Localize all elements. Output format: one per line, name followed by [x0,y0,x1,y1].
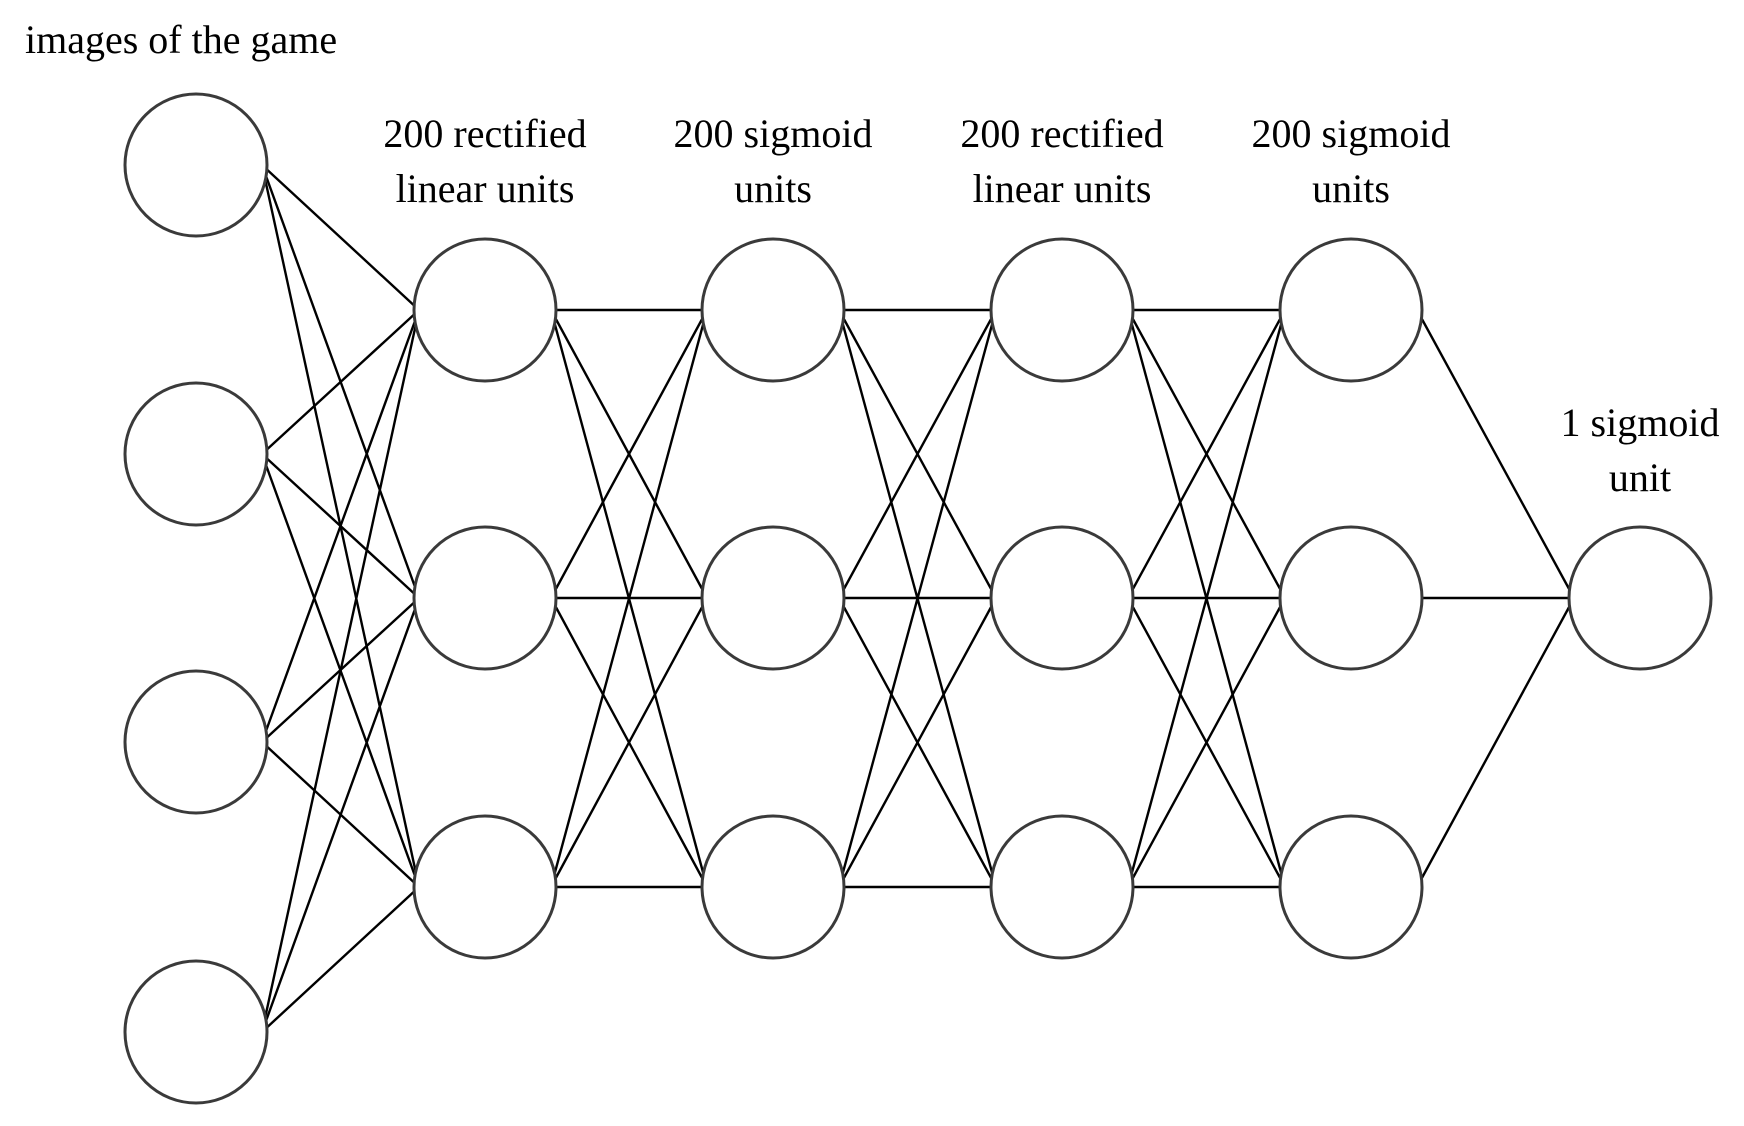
connection-hidden4-0-output-0 [1415,309,1576,599]
neuron-input-1 [123,381,269,527]
neuron-output-0 [1567,525,1713,671]
neuron-hidden3-2 [989,814,1135,960]
connection-hidden3-2-hidden4-0 [1126,309,1287,888]
connection-hidden1-2-hidden2-1 [549,597,709,888]
diagram-title: images of the game [25,17,337,62]
neuron-hidden4-1 [1278,525,1424,671]
layer-labels: images of the game 200 rectified linear u… [25,17,1719,500]
connection-input-3-hidden1-0 [260,309,421,1033]
connection-hidden1-2-hidden2-0 [549,309,709,888]
connection-hidden4-2-output-0 [1415,597,1576,888]
neuron-input-3 [123,959,269,1105]
connection-hidden2-1-hidden3-0 [837,309,998,599]
connection-hidden3-1-hidden4-0 [1126,309,1287,599]
layer-label-hidden3-line-1: 200 rectified [960,111,1163,156]
neuron-hidden4-2 [1278,814,1424,960]
neuron-hidden4-0 [1278,237,1424,383]
neuron-hidden3-1 [989,525,1135,671]
layer-label-output-line-1: 1 sigmoid [1561,400,1720,445]
neurons [123,92,1713,1105]
neuron-input-2 [123,669,269,815]
layer-label-hidden2-line-2: units [734,166,812,211]
layer-label-hidden4-line-2: units [1312,166,1390,211]
connection-hidden2-2-hidden3-1 [837,597,998,888]
layer-label-hidden1-line-1: 200 rectified [383,111,586,156]
neuron-input-0 [123,92,269,238]
connection-hidden1-1-hidden2-0 [549,309,709,599]
connection-hidden2-2-hidden3-0 [837,309,998,888]
connection-input-3-hidden1-1 [260,597,421,1033]
connection-input-0-hidden1-0 [261,164,420,311]
neuron-hidden1-1 [412,525,558,671]
connection-input-2-hidden1-0 [260,309,421,743]
neuron-hidden2-1 [700,525,846,671]
connection-hidden3-2-hidden4-1 [1126,597,1287,888]
layer-label-hidden2-line-1: 200 sigmoid [674,111,873,156]
layer-label-output-line-2: unit [1609,455,1671,500]
neuron-hidden1-2 [412,814,558,960]
connection-input-1-hidden1-0 [261,309,420,455]
connections [260,164,1576,1033]
layer-label-hidden3-line-2: linear units [973,166,1152,211]
neuron-hidden1-0 [412,237,558,383]
neuron-hidden2-2 [700,814,846,960]
layer-label-hidden1-line-2: linear units [396,166,575,211]
neuron-hidden2-0 [700,237,846,383]
neuron-hidden3-0 [989,237,1135,383]
connection-input-3-hidden1-2 [261,886,420,1033]
layer-label-hidden4-line-1: 200 sigmoid [1252,111,1451,156]
